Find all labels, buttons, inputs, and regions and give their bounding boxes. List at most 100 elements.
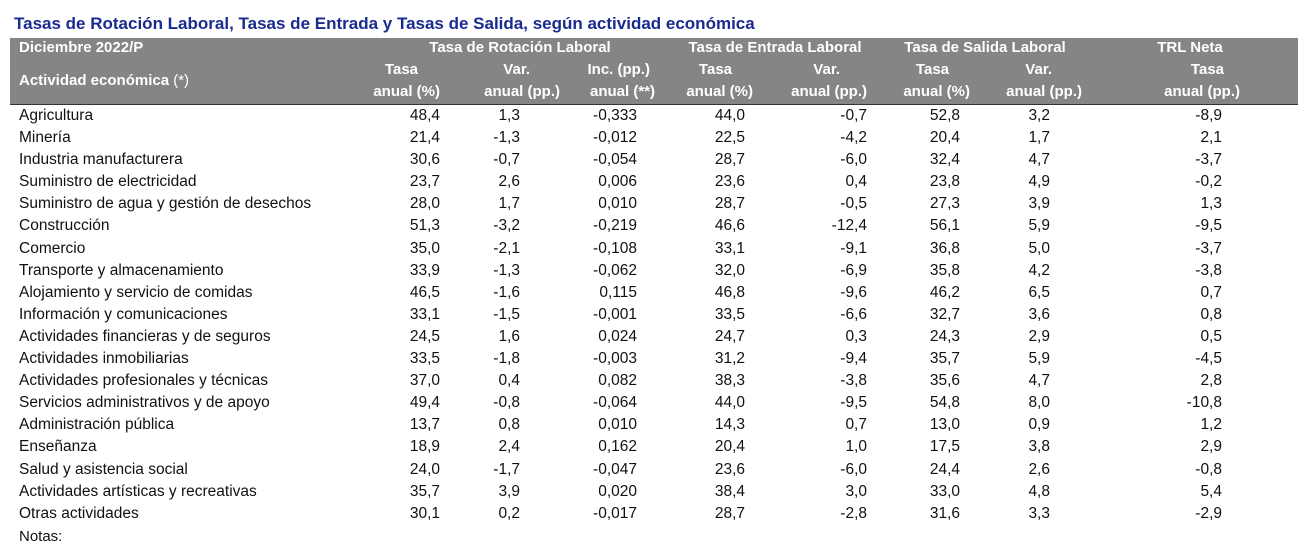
table-body: Agricultura 48,4 1,3 -0,333 44,0 -0,7 52,8 3,2 -… [10, 105, 1298, 525]
sub-tasa-1: Tasa [384, 61, 418, 78]
group-rotacion: Tasa de Rotación Laboral [429, 39, 611, 56]
cell-var-entrada: -9,4 [840, 350, 867, 368]
cell-trl-neta: -3,7 [1195, 239, 1222, 257]
cell-tasa-salida: 54,8 [929, 394, 960, 412]
table-row: Suministro de agua y gestión de desechos… [10, 193, 1298, 215]
cell-tasa-rotacion: 33,1 [409, 305, 440, 323]
table-row: Actividades financieras y de seguros 24,5… [10, 326, 1298, 348]
cell-inc-rotacion: -0,219 [593, 217, 637, 235]
row-label: Servicios administrativos y de apoyo [19, 394, 270, 412]
row-label: Actividades financieras y de seguros [19, 327, 271, 345]
table-row: Alojamiento y servicio de comidas 46,5 -1,… [10, 282, 1298, 304]
cell-var-salida: 6,5 [1028, 283, 1050, 301]
sub-tasa-4: Tasa [1190, 61, 1224, 78]
cell-var-rotacion: -0,7 [493, 151, 520, 169]
cell-var-salida: 3,9 [1028, 195, 1050, 213]
cell-tasa-salida: 35,7 [929, 350, 960, 368]
cell-tasa-entrada: 32,0 [714, 261, 745, 279]
cell-trl-neta: 2,8 [1200, 372, 1222, 390]
cell-inc-rotacion: -0,333 [593, 107, 637, 124]
row-label: Otras actividades [19, 504, 139, 522]
cell-var-rotacion: 1,7 [498, 195, 520, 213]
period-label: Diciembre 2022/P [19, 39, 144, 56]
cell-tasa-rotacion: 37,0 [409, 372, 440, 390]
sub-anual-pct-2: anual (%) [686, 83, 753, 100]
cell-var-entrada: -6,0 [840, 460, 867, 478]
group-entrada: Tasa de Entrada Laboral [688, 39, 862, 56]
cell-trl-neta: -3,8 [1195, 261, 1222, 279]
table-row: Salud y asistencia social 24,0 -1,7 -0,047 2… [10, 459, 1298, 481]
cell-inc-rotacion: -0,064 [593, 394, 637, 412]
table-row: Administración pública 13,7 0,8 0,010 14,3 0,… [10, 414, 1298, 436]
cell-tasa-rotacion: 24,5 [409, 327, 440, 345]
sub-anual-inc: anual (**) [589, 83, 655, 100]
cell-var-salida: 5,9 [1028, 350, 1050, 368]
cell-var-rotacion: -0,8 [493, 394, 520, 412]
cell-var-entrada: 0,4 [845, 173, 867, 191]
row-label: Suministro de electricidad [19, 173, 197, 191]
table-row: Información y comunicaciones 33,1 -1,5 -0,0… [10, 304, 1298, 326]
cell-tasa-salida: 46,2 [929, 283, 960, 301]
row-label: Salud y asistencia social [19, 460, 188, 478]
sub-anual-pct-3: anual (%) [903, 83, 970, 100]
cell-var-salida: 4,2 [1028, 261, 1050, 279]
row-label: Actividades inmobiliarias [19, 350, 189, 368]
cell-tasa-rotacion: 13,7 [409, 416, 440, 434]
cell-var-salida: 3,8 [1028, 438, 1050, 456]
cell-tasa-rotacion: 33,5 [409, 350, 440, 368]
cell-tasa-entrada: 28,7 [714, 151, 745, 169]
cell-var-salida: 5,0 [1028, 239, 1050, 257]
cell-var-entrada: 3,0 [845, 482, 867, 500]
group-salida: Tasa de Salida Laboral [904, 39, 1066, 56]
sub-anual-pp-4: anual (pp.) [1164, 83, 1240, 100]
row-label: Alojamiento y servicio de comidas [19, 283, 253, 301]
cell-inc-rotacion: -0,108 [593, 239, 637, 257]
sub-tasa-2: Tasa [698, 61, 732, 78]
cell-var-rotacion: 0,8 [498, 416, 520, 434]
row-label: Enseñanza [19, 438, 97, 456]
cell-var-entrada: 0,3 [845, 327, 867, 345]
cell-var-rotacion: -1,3 [493, 261, 520, 279]
cell-var-entrada: -6,0 [840, 151, 867, 169]
cell-var-salida: 3,2 [1028, 107, 1050, 124]
cell-tasa-rotacion: 24,0 [409, 460, 440, 478]
cell-var-rotacion: 3,9 [498, 482, 520, 500]
cell-tasa-rotacion: 46,5 [409, 283, 440, 301]
cell-tasa-entrada: 38,3 [714, 372, 745, 390]
cell-var-rotacion: -1,3 [493, 129, 520, 147]
row-label: Minería [19, 129, 71, 147]
cell-tasa-rotacion: 28,0 [409, 195, 440, 213]
cell-var-entrada: -9,1 [840, 239, 867, 257]
row-label: Agricultura [19, 107, 94, 124]
row-label-mark: (*) [173, 72, 190, 89]
cell-tasa-rotacion: 48,4 [409, 107, 440, 124]
cell-trl-neta: -10,8 [1186, 394, 1222, 412]
row-label: Información y comunicaciones [19, 305, 228, 323]
cell-var-rotacion: 1,6 [498, 327, 520, 345]
cell-tasa-salida: 20,4 [929, 129, 960, 147]
row-label: Construcción [19, 217, 110, 235]
cell-tasa-rotacion: 33,9 [409, 261, 440, 279]
cell-tasa-rotacion: 35,0 [409, 239, 440, 257]
cell-tasa-entrada: 28,7 [714, 504, 745, 522]
cell-tasa-entrada: 28,7 [714, 195, 745, 213]
cell-tasa-entrada: 44,0 [714, 107, 745, 124]
row-label: Suministro de agua y gestión de desechos [19, 195, 312, 213]
cell-inc-rotacion: -0,047 [593, 460, 637, 478]
table-row: Construcción 51,3 -3,2 -0,219 46,6 -12,4 56,1 5… [10, 215, 1298, 237]
cell-tasa-entrada: 38,4 [714, 482, 745, 500]
cell-tasa-salida: 32,7 [929, 305, 960, 323]
cell-var-entrada: -9,6 [840, 283, 867, 301]
cell-tasa-salida: 56,1 [929, 217, 960, 235]
cell-tasa-rotacion: 49,4 [409, 394, 440, 412]
cell-var-rotacion: -2,1 [493, 239, 520, 257]
cell-trl-neta: -9,5 [1195, 217, 1222, 235]
sub-tasa-3: Tasa [915, 61, 949, 78]
cell-var-entrada: -12,4 [831, 217, 867, 235]
cell-tasa-salida: 24,4 [929, 460, 960, 478]
cell-tasa-entrada: 24,7 [714, 327, 745, 345]
cell-var-rotacion: -1,6 [493, 283, 520, 301]
cell-inc-rotacion: 0,024 [598, 327, 637, 345]
cell-tasa-rotacion: 51,3 [409, 217, 440, 235]
row-label: Actividades profesionales y técnicas [19, 372, 268, 390]
